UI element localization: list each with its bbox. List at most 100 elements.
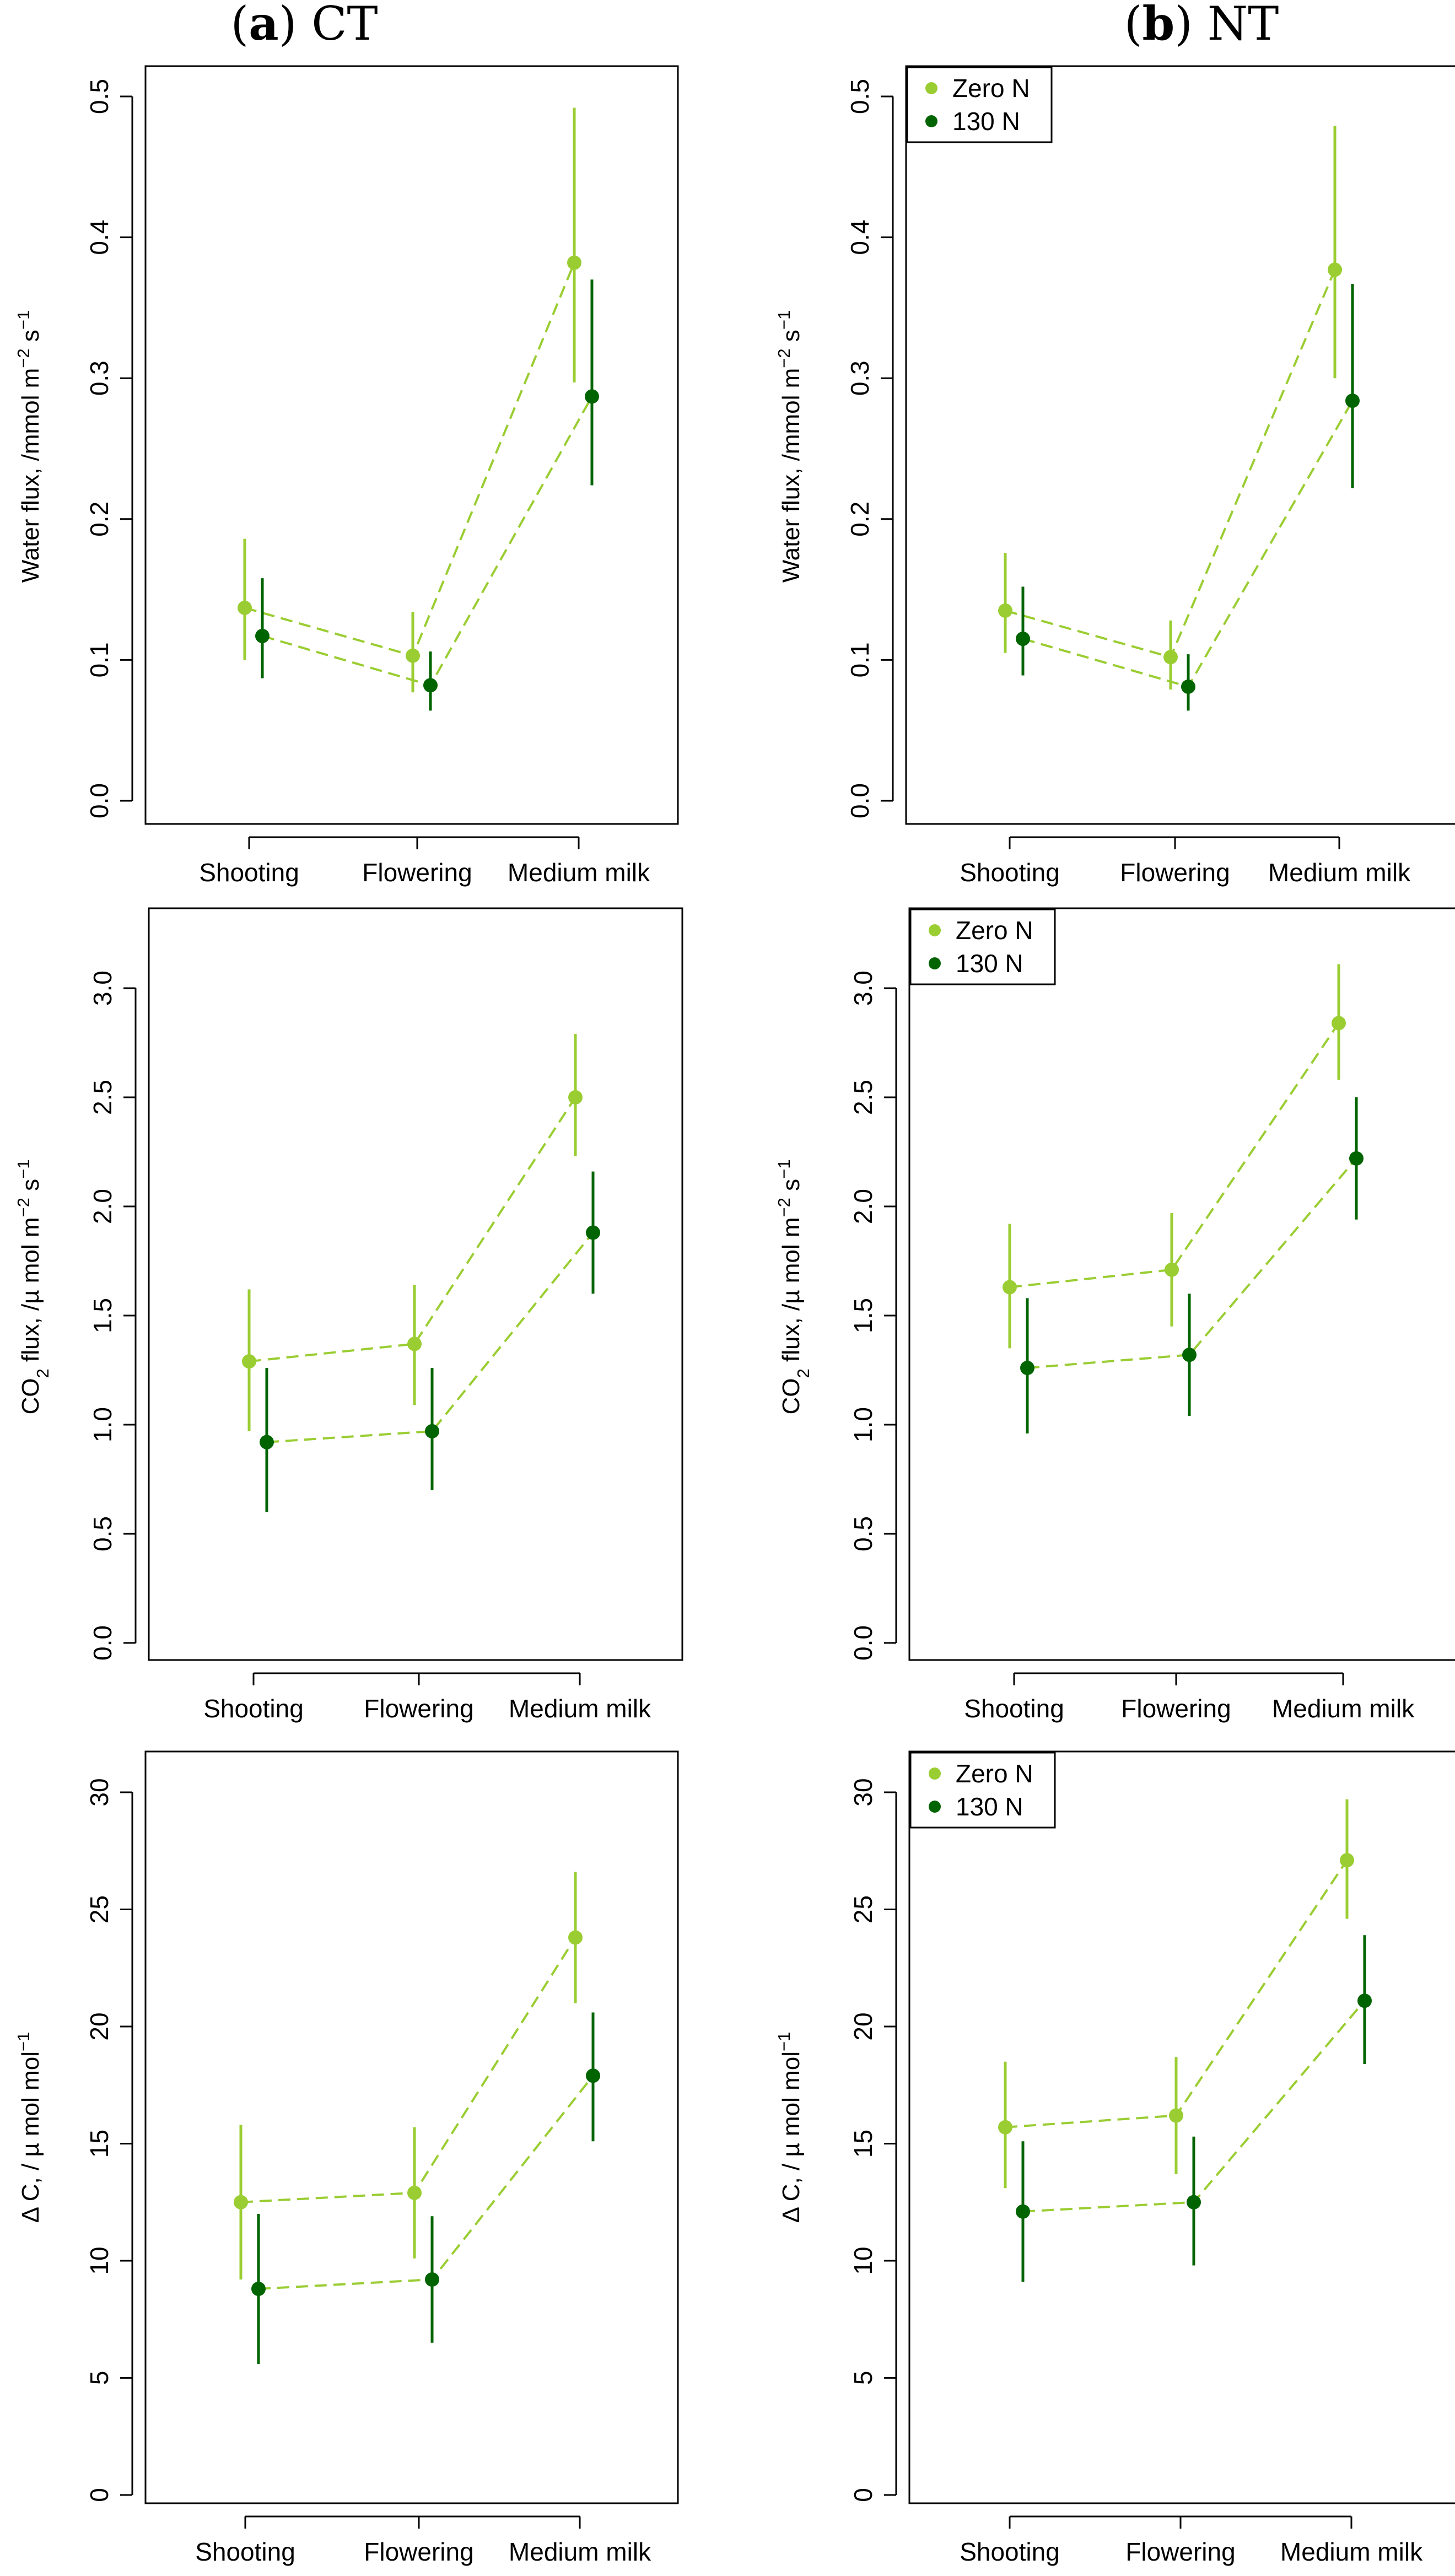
y-tick-label: 0.4 [845,220,874,255]
x-tick-label: Flowering [1125,2537,1235,2566]
y-tick-label: 0 [849,2488,877,2502]
column-letter-a: a [249,0,278,51]
x-tick-label: Shooting [203,1694,304,1723]
y-tick-label: 5 [85,2371,114,2385]
legend-marker [925,115,937,127]
legend-label: Zero N [956,916,1033,945]
y-tick-label: 0.1 [85,642,114,677]
y-tick-label: 0.0 [849,1625,877,1661]
y-tick-label: 0.5 [85,79,114,114]
legend: Zero N 130 N [909,908,1056,985]
series-130-n [1016,283,1360,711]
y-tick-label: 1.0 [849,1407,877,1442]
data-point [1020,1361,1034,1376]
x-tick-label: Shooting [199,858,299,887]
data-point [998,2120,1012,2135]
legend-box [906,66,1053,143]
y-tick-label: 1.0 [88,1407,117,1442]
y-tick-label: 0.5 [849,1516,877,1551]
panel-co2-ct: 0.0 0.5 1.0 1.5 2.0 2.5 3.0 Shooting Flowering Me… [88,907,683,1723]
legend-marker [925,82,937,94]
y-tick-label: 15 [849,2130,877,2158]
data-point [1349,1151,1364,1166]
data-point [1187,2195,1201,2209]
data-point [1165,1262,1179,1277]
legend-box [909,908,1056,985]
y-tick-label: 1.5 [849,1298,877,1333]
data-point [242,1354,256,1369]
y-tick-label: 2.0 [88,1189,117,1224]
data-point [1340,1853,1354,1868]
y-tick-label: 30 [849,1778,877,1806]
legend: Zero N 130 N [909,1752,1056,1829]
y-tick-label: 10 [85,2246,114,2275]
data-point [568,1930,583,1945]
data-point [1181,679,1195,694]
y-tick-label: 1.5 [88,1298,117,1333]
data-point [260,1435,274,1449]
series-zero-n [998,126,1342,690]
data-point [1345,394,1360,408]
x-tick-label: Shooting [960,2537,1060,2566]
y-tick-label: 30 [85,1778,114,1806]
data-point [1016,632,1030,646]
y-tick-label: 20 [85,2012,114,2040]
data-point [1357,1993,1372,2008]
data-point [425,2272,439,2287]
y-tick-label: 2.5 [849,1080,877,1115]
legend-box [909,1752,1056,1829]
y-tick-label: 0.5 [845,79,874,114]
y-tick-label: 0.1 [845,642,874,677]
series-130-n [260,1171,600,1512]
data-point [423,678,438,693]
data-point [585,389,599,404]
data-point [998,603,1012,618]
series-130-n [1016,1935,1372,2282]
data-point [234,2195,248,2209]
y-tick-label: 25 [85,1895,114,1923]
column-title-nt: (b) NT [1124,0,1279,51]
legend-marker [929,1801,941,1813]
series-zero-n [1003,964,1346,1349]
x-tick-label: Shooting [960,858,1060,887]
legend-label: 130 N [952,107,1020,136]
plot-frame [905,65,1455,825]
series-zero-n [998,1799,1354,2189]
legend-label: Zero N [956,1759,1033,1788]
y-tick-label: 3.0 [88,971,117,1006]
x-tick-label: Flowering [364,2537,473,2566]
x-tick-label: Medium milk [509,1694,651,1723]
legend-label: 130 N [956,1792,1023,1821]
data-point [568,1090,583,1104]
data-point [238,600,252,615]
y-tick-label: 0.0 [88,1625,117,1661]
column-title-ct: (a) CT [230,0,378,51]
series-zero-n [234,1872,583,2279]
data-point [586,2068,600,2083]
y-tick-label: 0.3 [845,360,874,396]
column-name-nt: NT [1208,0,1279,51]
data-point [406,648,420,663]
y-tick-label: 3.0 [849,971,877,1006]
data-point [407,2185,422,2200]
data-point [586,1225,600,1240]
x-tick-label: Shooting [964,1694,1064,1723]
x-tick-label: Medium milk [509,2537,651,2566]
data-point [255,628,270,643]
column-name-ct: CT [311,0,378,51]
series-130-n [251,2012,600,2364]
y-tick-label: 25 [849,1895,877,1923]
series-zero-n [242,1034,583,1431]
x-tick-label: Flowering [364,1694,473,1723]
x-tick-label: Flowering [362,858,472,887]
y-tick-label: 2.5 [88,1080,117,1115]
series-130-n [255,279,599,711]
panel-water-ct: 0.0 0.1 0.2 0.3 0.4 0.5 Shooting Flowering Mediu… [85,65,679,887]
plot-frame [148,907,683,1661]
data-point [407,1336,422,1351]
panel-co2-nt: 0.0 0.5 1.0 1.5 2.0 2.5 3.0 Shooting Flowering Me… [849,907,1455,1723]
plot-frame [144,65,679,825]
y-tick-label: 0.0 [85,783,114,818]
x-tick-label: Shooting [195,2537,295,2566]
legend-marker [929,957,941,969]
